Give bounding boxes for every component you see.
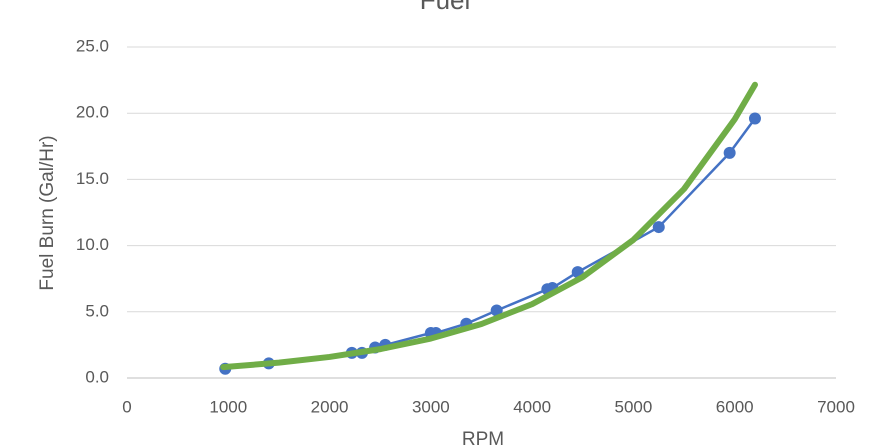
x-tick-label: 4000	[513, 397, 551, 416]
y-tick-label: 15.0	[76, 169, 109, 188]
point	[490, 304, 503, 317]
x-tick-label: 3000	[412, 397, 450, 416]
y-tick-label: 5.0	[85, 301, 109, 320]
y-tick-label: 10.0	[76, 235, 109, 254]
x-tick-label: 5000	[615, 397, 653, 416]
x-tick-label: 1000	[209, 397, 247, 416]
chart-title: Fuel	[420, 0, 471, 15]
point	[723, 146, 736, 159]
x-axis-title: RPM	[462, 429, 504, 446]
series-line	[223, 117, 757, 370]
x-tick-label: 2000	[311, 397, 349, 416]
x-tick-label: 7000	[817, 397, 855, 416]
x-tick-label: 0	[122, 397, 131, 416]
x-tick-label: 6000	[716, 397, 754, 416]
y-axis-title: Fuel Burn (Gal/Hr)	[37, 135, 58, 290]
y-tick-label: 25.0	[76, 36, 109, 55]
point	[748, 112, 761, 125]
trend-line	[220, 81, 758, 371]
y-tick-label: 20.0	[76, 103, 109, 122]
y-tick-label: 0.0	[85, 367, 109, 386]
point	[652, 221, 665, 234]
